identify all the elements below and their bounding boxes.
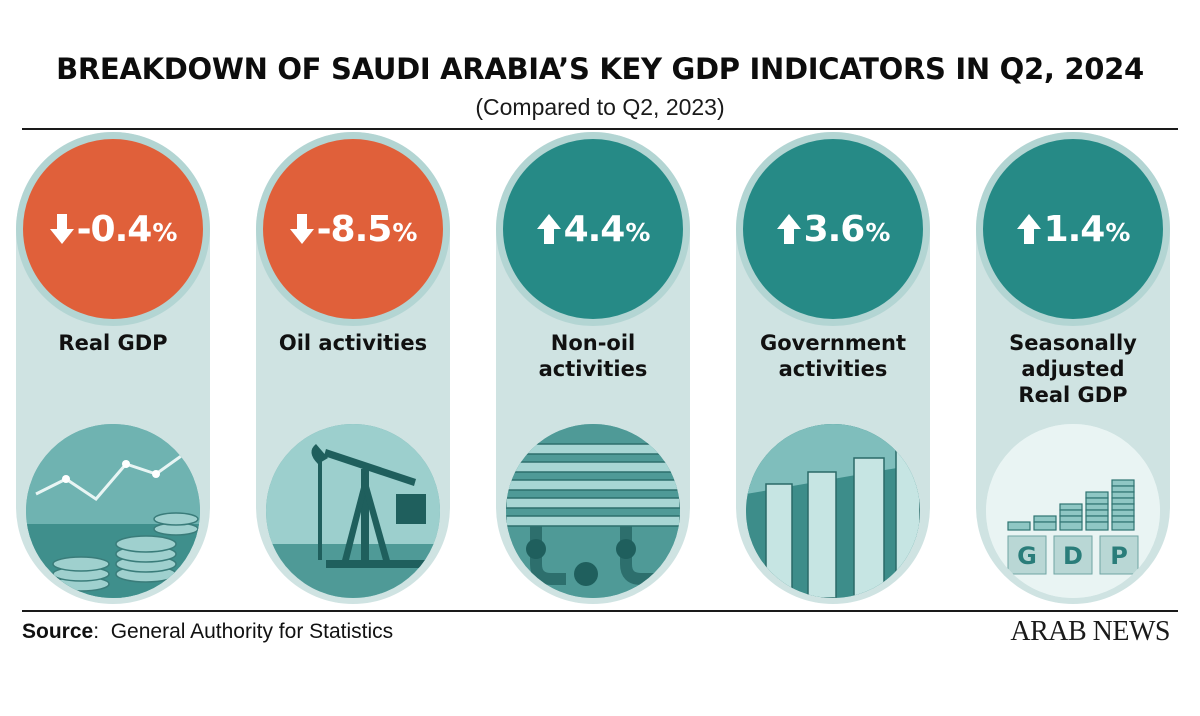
brand-logo: ARAB NEWS <box>1010 616 1170 647</box>
coins-chart-image <box>26 424 200 598</box>
indicator-label: Non-oil activities <box>538 331 648 381</box>
stat-circle: -0.4% <box>16 132 210 326</box>
indicator-card-oil: -8.5% Oil activities <box>256 132 450 604</box>
percent-sign: % <box>152 217 177 247</box>
stat-number: 1.4 <box>1043 208 1106 250</box>
stat-circle: -8.5% <box>256 132 450 326</box>
page-subtitle: (Compared to Q2, 2023) <box>475 94 725 120</box>
gdp-block-letter: G <box>1017 542 1037 570</box>
oil-pump-image <box>266 424 440 598</box>
stat-circle: 3.6% <box>736 132 930 326</box>
stat-number: -8.5 <box>316 208 393 250</box>
percent-sign: % <box>392 217 417 247</box>
arrow-down-icon <box>289 214 314 244</box>
stat-value: 1.4% <box>1016 208 1130 250</box>
arrow-down-icon <box>49 214 74 244</box>
source-credit: Source: General Authority for Statistics <box>22 620 393 644</box>
percent-sign: % <box>625 217 650 247</box>
source-text: : General Authority for Statistics <box>93 620 394 643</box>
stat-value: -0.4% <box>49 208 177 250</box>
top-divider <box>22 128 1178 130</box>
indicator-label: Real GDP <box>58 331 168 355</box>
percent-sign: % <box>1105 217 1130 247</box>
arrow-up-icon <box>1016 214 1041 244</box>
arrow-up-icon <box>536 214 561 244</box>
stat-circle: 1.4% <box>976 132 1170 326</box>
stat-number: -0.4 <box>76 208 153 250</box>
gdp-blocks-image: G D P <box>986 424 1160 598</box>
indicator-label: Government activities <box>759 331 906 381</box>
stat-circle: 4.4% <box>496 132 690 326</box>
gdp-block-letter: D <box>1063 542 1083 570</box>
page-title: BREAKDOWN OF SAUDI ARABIA’S KEY GDP INDI… <box>56 52 1144 86</box>
stat-number: 3.6 <box>803 208 866 250</box>
bottom-divider <box>22 610 1178 612</box>
source-label: Source <box>22 620 94 643</box>
indicator-card-non-oil: 4.4% Non-oil activities <box>496 132 690 604</box>
gdp-block-letter: P <box>1110 542 1128 570</box>
arrow-up-icon <box>776 214 801 244</box>
indicator-card-government: 3.6% Government activities <box>736 132 930 604</box>
indicator-card-real-gdp: -0.4% Real GDP <box>16 132 210 604</box>
indicator-label: Oil activities <box>278 331 428 355</box>
stat-value: -8.5% <box>289 208 417 250</box>
stat-number: 4.4 <box>563 208 626 250</box>
indicator-card-seasonally-adjusted: 1.4% Seasonally adjusted Real GDP <box>976 132 1170 604</box>
columns-image <box>746 424 920 598</box>
percent-sign: % <box>865 217 890 247</box>
pipes-image <box>506 424 680 598</box>
indicator-label: Seasonally adjusted Real GDP <box>1009 331 1137 407</box>
stat-value: 4.4% <box>536 208 650 250</box>
stat-value: 3.6% <box>776 208 890 250</box>
